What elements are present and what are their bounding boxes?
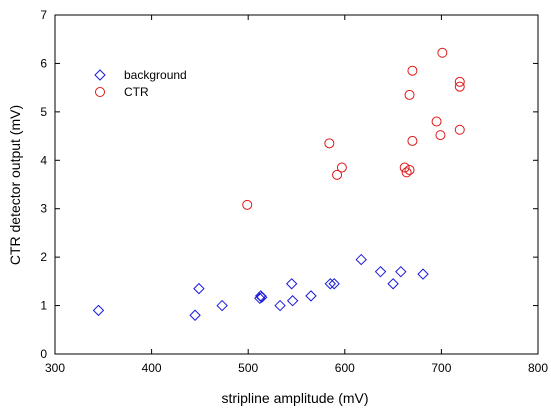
background-point (92, 304, 105, 317)
plot-frame (54, 14, 539, 355)
ctr-point (437, 47, 448, 58)
ctr-point (242, 199, 253, 210)
background-point (324, 278, 337, 290)
background-point (417, 268, 429, 280)
background-point (355, 253, 367, 266)
ctr-point (332, 169, 343, 180)
ctr-point (336, 162, 347, 173)
y-tick-label: 4 (40, 153, 47, 167)
background-point (286, 295, 299, 307)
y-tick-label: 7 (40, 8, 47, 22)
background-point (285, 278, 298, 290)
x-tick-label: 500 (238, 361, 258, 375)
y-tick-label: 0 (40, 347, 47, 361)
background-point (374, 265, 387, 278)
ctr-point (404, 164, 415, 175)
y-tick-label: 6 (40, 56, 47, 70)
background-point (256, 291, 268, 304)
ctr-point (399, 162, 410, 173)
background-point (193, 282, 205, 295)
background-point (328, 278, 340, 290)
ctr-point (401, 167, 412, 178)
legend-label-ctr: CTR (124, 85, 149, 99)
background-point (189, 309, 201, 321)
background-point (274, 299, 286, 312)
background-point (216, 299, 228, 312)
ctr-point (404, 89, 415, 100)
legend-label-background: background (124, 68, 187, 82)
legend-marker-ctr (95, 87, 105, 97)
background-point (395, 265, 407, 278)
x-axis-title: stripline amplitude (mV) (221, 390, 368, 406)
y-tick-label: 1 (40, 299, 47, 313)
background-point (305, 290, 317, 302)
y-tick-label: 3 (40, 202, 47, 216)
x-tick-label: 400 (142, 361, 162, 375)
x-tick-label: 800 (528, 361, 548, 375)
ctr-point (324, 138, 335, 149)
y-tick-label: 5 (40, 105, 47, 119)
x-tick-label: 700 (431, 361, 451, 375)
y-axis-title: CTR detector output (mV) (7, 105, 23, 265)
x-tick-label: 300 (45, 361, 65, 375)
ctr-point (454, 81, 465, 92)
ctr-point (407, 135, 418, 146)
plot-area: 300 400 500 600 700 800 0 1 2 3 4 5 6 7 background CTR (40, 8, 548, 375)
ctr-point (454, 124, 465, 135)
legend-marker-background (94, 69, 106, 81)
ctr-point (435, 130, 446, 141)
x-tick-label: 600 (335, 361, 355, 375)
ctr-point (431, 116, 442, 127)
background-point (387, 278, 399, 290)
y-tick-label: 2 (40, 250, 47, 264)
ctr-point (407, 65, 418, 76)
ctr-point (454, 76, 465, 87)
